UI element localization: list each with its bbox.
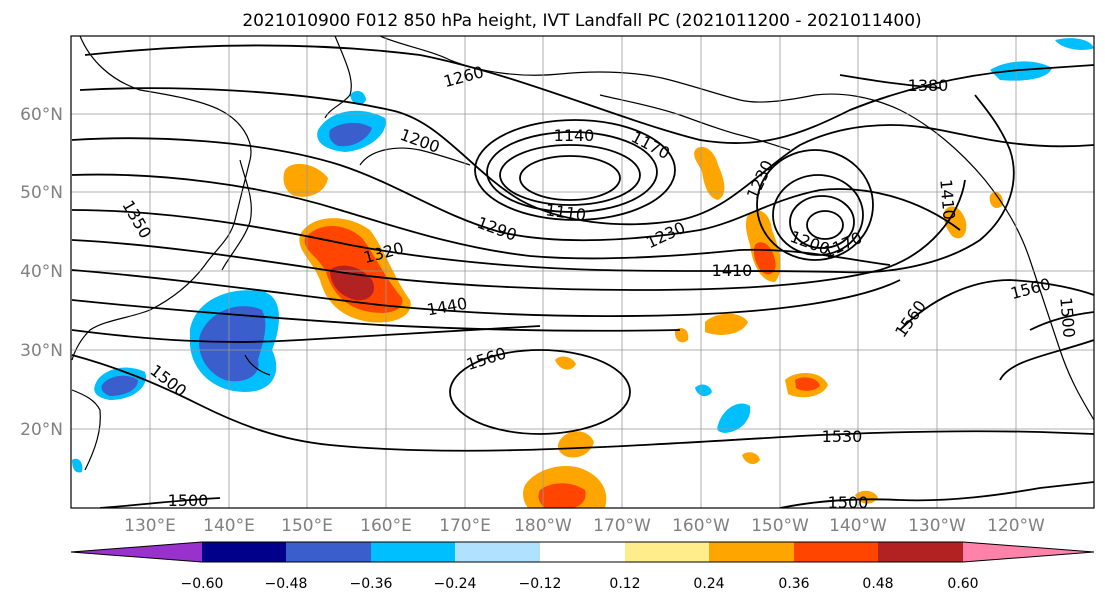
contour-label: 1500: [168, 491, 209, 510]
colorbar-outline: [70, 541, 1095, 563]
colorbar-swatch: [709, 542, 794, 562]
colorbar-tick: 0.60: [947, 576, 978, 592]
lon-label: 170°E: [439, 516, 491, 536]
colorbar-swatch: [202, 542, 286, 562]
lon-label: 120°W: [987, 516, 1045, 536]
colorbar-swatch: [878, 542, 963, 562]
colorbar-tick: −0.36: [350, 576, 393, 592]
colorbar-swatches: [70, 541, 1095, 563]
colorbar-swatch: [455, 542, 540, 562]
contour-label: 1530: [822, 427, 863, 446]
colorbar-swatch: [794, 542, 878, 562]
lat-label: 40°N: [20, 262, 63, 282]
lon-label: 160°E: [360, 516, 412, 536]
contour-label: 1380: [908, 76, 949, 95]
ivt-shading: [72, 38, 1094, 508]
lat-label: 30°N: [20, 341, 63, 361]
latitude-labels: 60°N 50°N 40°N 30°N 20°N: [20, 105, 63, 440]
coastlines: [71, 36, 1094, 471]
lon-label: 180°W: [514, 516, 572, 536]
longitude-labels: 130°E 140°E 150°E 160°E 170°E 180°W 170°…: [124, 516, 1045, 536]
colorbar-ticks: −0.60 −0.48 −0.36 −0.24 −0.12 0.12 0.24 …: [181, 576, 979, 592]
lon-label: 170°W: [593, 516, 651, 536]
colorbar-swatch: [540, 542, 625, 562]
lon-label: 150°W: [751, 516, 809, 536]
colorbar-tick: −0.24: [434, 576, 477, 592]
map-title: 2021010900 F012 850 hPa height, IVT Land…: [242, 11, 921, 31]
contour-label: 1140: [554, 126, 595, 145]
colorbar-tick: 0.48: [862, 576, 893, 592]
lon-label: 130°E: [124, 516, 176, 536]
colorbar-tick: 0.24: [693, 576, 724, 592]
colorbar-tick: −0.60: [181, 576, 224, 592]
colorbar-swatch: [71, 542, 202, 562]
lat-label: 20°N: [20, 420, 63, 440]
contour-label: 1410: [936, 178, 958, 220]
colorbar-tick: 0.36: [778, 576, 809, 592]
colorbar-swatch: [963, 542, 1094, 562]
colorbar-tick: −0.48: [265, 576, 308, 592]
contour-label: 1500: [828, 493, 869, 512]
map-frame: [70, 35, 1095, 509]
lon-label: 140°E: [203, 516, 255, 536]
contour-label: 1410: [712, 261, 753, 280]
colorbar-swatch: [625, 542, 709, 562]
lat-label: 60°N: [20, 105, 63, 125]
height-contours: [71, 44, 1094, 508]
lon-label: 160°W: [672, 516, 730, 536]
colorbar-tick: −0.12: [519, 576, 562, 592]
colorbar-swatch: [286, 542, 371, 562]
lat-label: 50°N: [20, 183, 63, 203]
lon-label: 140°W: [829, 516, 887, 536]
contour-label: 1500: [1056, 296, 1078, 338]
colorbar: −0.60 −0.48 −0.36 −0.24 −0.12 0.12 0.24 …: [70, 541, 1095, 592]
lon-label: 150°E: [281, 516, 333, 536]
colorbar-swatch: [371, 542, 455, 562]
lon-label: 130°W: [908, 516, 966, 536]
colorbar-tick: 0.12: [609, 576, 640, 592]
